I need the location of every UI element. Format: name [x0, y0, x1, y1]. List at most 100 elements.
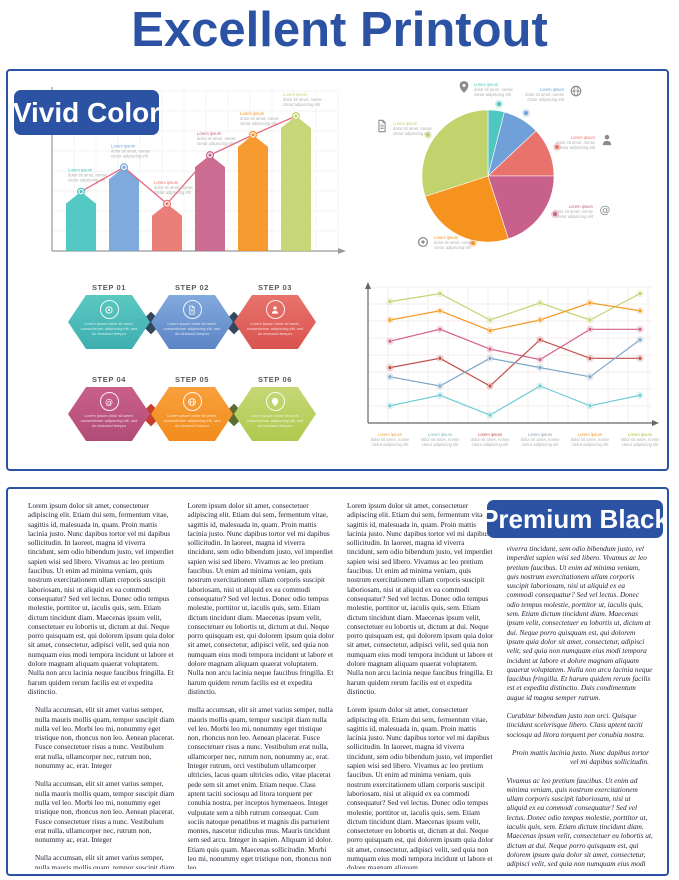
svg-text:ctetur adipiscing elit: ctetur adipiscing elit — [522, 442, 560, 447]
svg-text:Lorem ipsum: Lorem ipsum — [197, 131, 222, 136]
svg-text:Lorem ipsum: Lorem ipsum — [154, 180, 179, 185]
pie-chart: Lorem ipsum dolor sit amet, nonse ctetur a… — [348, 77, 666, 275]
bar — [281, 116, 311, 251]
svg-text:Lorem ipsum: Lorem ipsum — [283, 92, 308, 97]
svg-text:dolor sit amet, nonse: dolor sit amet, nonse — [371, 437, 411, 442]
globe-icon — [188, 397, 196, 406]
svg-text:dolor sit amet, nonse: dolor sit amet, nonse — [68, 173, 108, 178]
svg-text:ctetur adipiscing elit: ctetur adipiscing elit — [572, 442, 610, 447]
svg-text:dolor sit amet, nonse: dolor sit amet, nonse — [154, 185, 194, 190]
steps-infographic: STEP 01 Lorem ipsum dolor sit amet, cons… — [24, 283, 349, 455]
pie-slice — [421, 109, 489, 197]
svg-text:Lorem ipsum: Lorem ipsum — [474, 82, 499, 87]
svg-text:ctetur adipiscing elit: ctetur adipiscing elit — [240, 121, 278, 126]
step-label: STEP 05 — [174, 375, 210, 384]
svg-text:ctetur adipiscing elit: ctetur adipiscing elit — [197, 141, 235, 146]
svg-text:dolor sit amet, nonse: dolor sit amet, nonse — [571, 437, 611, 442]
line-series — [389, 328, 640, 361]
svg-text:dolor sit amet, nonse: dolor sit amet, nonse — [421, 437, 461, 442]
step-icon-ring — [182, 300, 202, 319]
svg-text:Lorem ipsum: Lorem ipsum — [111, 143, 136, 148]
svg-text:dolor sit amet, nonse: dolor sit amet, nonse — [283, 97, 323, 102]
bar-chart: Lorem ipsum dolor sit amet, nonse ctetur a… — [36, 79, 348, 275]
svg-text:ctetur adipiscing elit: ctetur adipiscing elit — [472, 442, 510, 447]
paragraph: Curabitur bibendum justo non orci. Quisq… — [506, 711, 645, 739]
svg-text:ctetur adipiscing elit: ctetur adipiscing elit — [283, 102, 321, 107]
step-text: Lorem ipsum dolor sit amet, consectetuer… — [80, 413, 138, 429]
step-item: STEP 01 Lorem ipsum dolor sit amet, cons… — [68, 283, 150, 349]
svg-text:Lorem ipsum: Lorem ipsum — [478, 432, 503, 437]
step-text: Lorem ipsum dolor sit amet, consectetuer… — [246, 321, 304, 337]
pie-slice — [424, 175, 509, 243]
svg-text:Lorem ipsum: Lorem ipsum — [393, 121, 418, 126]
svg-text:ctetur adipiscing elit: ctetur adipiscing elit — [422, 442, 460, 447]
pie-slice — [487, 175, 555, 240]
paragraph: Lorem ipsum dolor sit amet, consectetuer… — [187, 501, 334, 696]
step-icon-ring — [265, 300, 285, 319]
paragraph: Lorem ipsum dolor sit amet, consectetuer… — [347, 705, 494, 869]
svg-text:Lorem ipsum: Lorem ipsum — [428, 432, 453, 437]
line-series — [389, 339, 641, 387]
svg-text:Lorem ipsum: Lorem ipsum — [578, 432, 603, 437]
svg-text:dolor sit amet, nonse: dolor sit amet, nonse — [434, 240, 474, 245]
svg-text:dolor sit amet, nonse: dolor sit amet, nonse — [393, 126, 433, 131]
svg-text:dolor sit amet, nonse: dolor sit amet, nonse — [240, 116, 280, 121]
svg-text:dolor sit amet, nonse: dolor sit amet, nonse — [525, 92, 565, 97]
step-label: STEP 01 — [91, 283, 127, 292]
bar — [195, 155, 225, 251]
step-item: STEP 06 Lorem ipsum dolor sit amet, cons… — [234, 375, 316, 441]
target-icon — [105, 305, 113, 314]
step-text: Lorem ipsum dolor sit amet, consectetuer… — [246, 413, 304, 429]
vivid-color-panel: Vivid Color Lorem ipsum dolor sit amet, n… — [6, 69, 669, 471]
step-text: Lorem ipsum dolor sit amet, consectetuer… — [163, 321, 221, 337]
svg-text:ctetur adipiscing elit: ctetur adipiscing elit — [474, 92, 512, 97]
bar — [238, 134, 268, 251]
step-icon-ring — [182, 392, 202, 411]
paragraph: mulla accumsan, elit sit amet varius sem… — [187, 705, 333, 869]
svg-text:@: @ — [105, 397, 113, 406]
svg-text:Lorem ipsum: Lorem ipsum — [528, 432, 553, 437]
step-label: STEP 03 — [257, 283, 293, 292]
premium-black-panel: Lorem ipsum dolor sit amet, consectetuer… — [6, 487, 669, 876]
paragraph: Lorem ipsum dolor sit amet, consectetuer… — [28, 501, 175, 696]
step-label: STEP 02 — [174, 283, 210, 292]
at-icon: @ — [105, 397, 113, 406]
document-icon — [378, 119, 386, 133]
svg-text:ctetur adipiscing elit: ctetur adipiscing elit — [622, 442, 660, 447]
text-columns: Lorem ipsum dolor sit amet, consectetuer… — [28, 501, 653, 869]
paragraph: viverra tincidunt, sem odio bibendum jus… — [506, 544, 653, 702]
svg-text:ctetur adipiscing elit: ctetur adipiscing elit — [111, 153, 149, 158]
svg-text:ctetur adipiscing elit: ctetur adipiscing elit — [558, 145, 596, 150]
paragraph: Lorem ipsum dolor sit amet, consectetuer… — [347, 501, 494, 696]
svg-text:dolor sit amet, nonse: dolor sit amet, nonse — [621, 437, 661, 442]
line-series — [389, 302, 641, 332]
step-label: STEP 06 — [257, 375, 293, 384]
text-column-2: Lorem ipsum dolor sit amet, consectetuer… — [188, 501, 335, 869]
text-column-4: viverra tincidunt, sem odio bibendum jus… — [507, 501, 654, 869]
line-series — [389, 385, 641, 416]
step-item: STEP 03 Lorem ipsum dolor sit amet, cons… — [234, 283, 316, 349]
paragraph: Vivamus ac leo pretium faucibus. Ut enim… — [506, 775, 653, 869]
step-icon-ring — [265, 392, 285, 411]
svg-text:Lorem ipsum: Lorem ipsum — [240, 111, 265, 116]
svg-text:dolor sit amet, nonse: dolor sit amet, nonse — [554, 209, 594, 214]
step-icon-ring: @ — [99, 392, 119, 411]
svg-text:ctetur adipiscing elit: ctetur adipiscing elit — [393, 131, 431, 136]
svg-text:dolor sit amet, nonse: dolor sit amet, nonse — [471, 437, 511, 442]
line-series — [389, 292, 641, 321]
step-text: Lorem ipsum dolor sit amet, consectetuer… — [163, 413, 221, 429]
text-column-3: Lorem ipsum dolor sit amet, consectetuer… — [347, 501, 494, 869]
svg-text:Lorem ipsum: Lorem ipsum — [378, 432, 403, 437]
step-icon-ring — [99, 300, 119, 319]
svg-text:ctetur adipiscing elit: ctetur adipiscing elit — [154, 190, 192, 195]
target-icon — [417, 236, 429, 248]
svg-text:ctetur adipiscing elit: ctetur adipiscing elit — [556, 214, 594, 219]
text-column-1: Lorem ipsum dolor sit amet, consectetuer… — [28, 501, 175, 869]
svg-text:dolor sit amet, nonse: dolor sit amet, nonse — [556, 140, 596, 145]
svg-text:Lorem ipsum: Lorem ipsum — [540, 87, 565, 92]
bar — [66, 191, 96, 251]
vivid-color-badge: Vivid Color — [13, 90, 160, 135]
pin-icon — [271, 397, 279, 406]
